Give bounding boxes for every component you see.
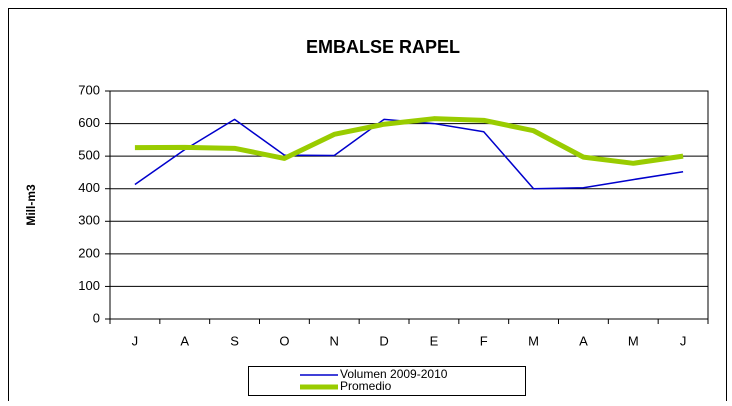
x-tick-label: N bbox=[330, 333, 339, 348]
chart-title: EMBALSE RAPEL bbox=[306, 37, 460, 57]
x-tick-label: F bbox=[480, 333, 488, 348]
x-tick-label: A bbox=[579, 333, 588, 348]
y-axis-label: Mill-m3 bbox=[24, 184, 38, 226]
legend bbox=[248, 366, 526, 396]
series-line bbox=[134, 116, 684, 166]
x-tick-label: J bbox=[132, 333, 139, 348]
y-tick-label: 700 bbox=[78, 82, 100, 97]
x-tick-label: J bbox=[680, 333, 687, 348]
y-tick-label: 600 bbox=[78, 115, 100, 130]
y-tick-label: 0 bbox=[93, 310, 100, 325]
x-tick-label: A bbox=[180, 333, 189, 348]
x-tick-label: O bbox=[279, 333, 289, 348]
chart-border bbox=[8, 8, 727, 406]
x-tick-label: M bbox=[628, 333, 639, 348]
y-tick-label: 500 bbox=[78, 148, 100, 163]
y-tick-label: 200 bbox=[78, 245, 100, 260]
y-tick-label: 100 bbox=[78, 278, 100, 293]
legend-label: Promedio bbox=[340, 379, 392, 393]
y-tick-label: 400 bbox=[78, 180, 100, 195]
x-tick-label: E bbox=[430, 333, 439, 348]
x-tick-label: M bbox=[528, 333, 539, 348]
x-tick-label: S bbox=[230, 333, 239, 348]
y-tick-label: 300 bbox=[78, 213, 100, 228]
plot-area bbox=[109, 90, 709, 320]
series-line bbox=[134, 118, 684, 190]
legend-label: Volumen 2009-2010 bbox=[340, 367, 448, 381]
x-tick-label: D bbox=[379, 333, 388, 348]
